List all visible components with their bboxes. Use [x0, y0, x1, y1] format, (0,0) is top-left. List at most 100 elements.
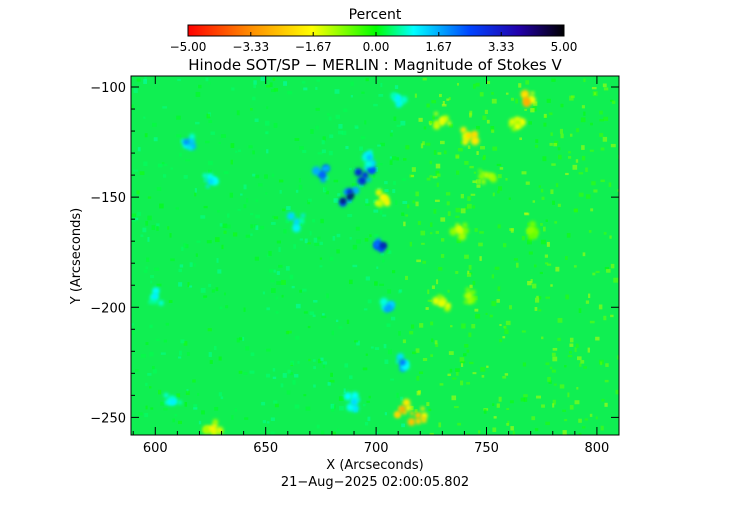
heatmap-speckle — [527, 280, 532, 286]
heatmap-speckle — [382, 214, 387, 217]
heatmap-speckle — [449, 368, 453, 373]
heatmap-speckle — [436, 279, 439, 285]
heatmap-speckle — [272, 215, 275, 218]
heatmap-speckle — [466, 433, 470, 435]
heatmap-speckle — [423, 126, 427, 130]
heatmap-speckle — [603, 87, 609, 91]
heatmap-speckle — [604, 266, 609, 270]
heatmap-speckle — [350, 81, 354, 87]
heatmap-speckle — [227, 213, 230, 218]
chart-title: Hinode SOT/SP − MERLIN : Magnitude of St… — [188, 56, 562, 74]
heatmap-speckle — [135, 217, 139, 221]
heatmap-speckle — [521, 330, 526, 333]
heatmap-speckle — [309, 311, 315, 316]
heatmap-speckle — [330, 407, 335, 412]
heatmap-speckle — [522, 362, 527, 367]
heatmap-speckle — [411, 324, 415, 329]
heatmap-speckle — [321, 149, 326, 154]
heatmap-speckle — [510, 426, 514, 431]
heatmap-speckle — [415, 191, 419, 197]
heatmap-speckle — [218, 392, 222, 397]
heatmap-speckle — [390, 378, 395, 381]
heatmap-speckle — [528, 121, 532, 125]
heatmap-feature-blob — [339, 197, 347, 205]
heatmap-speckle — [243, 184, 247, 190]
heatmap-speckle — [496, 299, 500, 303]
heatmap-speckle — [143, 79, 148, 84]
heatmap-speckle — [593, 189, 598, 193]
heatmap-speckle — [576, 356, 582, 361]
heatmap-speckle — [545, 219, 548, 222]
heatmap-speckle — [503, 325, 507, 329]
heatmap-speckle — [285, 266, 290, 271]
heatmap-speckle — [268, 268, 274, 273]
heatmap-speckle — [557, 337, 561, 342]
heatmap-speckle — [541, 196, 545, 200]
heatmap-speckle — [193, 263, 196, 267]
heatmap-feature-blob — [508, 118, 516, 126]
heatmap-speckle — [374, 234, 379, 238]
heatmap-speckle — [347, 214, 353, 218]
heatmap-feature-blob — [470, 289, 476, 295]
heatmap-speckle — [496, 403, 500, 408]
heatmap-speckle — [412, 351, 417, 355]
heatmap-feature-blob — [462, 222, 468, 228]
heatmap-speckle — [545, 296, 551, 299]
heatmap-speckle — [266, 348, 271, 352]
heatmap-speckle — [322, 313, 325, 316]
heatmap-speckle — [546, 263, 552, 266]
heatmap-speckle — [398, 289, 403, 293]
heatmap-speckle — [314, 242, 320, 247]
heatmap-speckle — [150, 274, 154, 279]
heatmap-speckle — [440, 140, 445, 145]
heatmap-speckle — [613, 277, 619, 283]
heatmap-feature-core — [366, 154, 373, 161]
heatmap-speckle — [240, 193, 243, 196]
heatmap-speckle — [317, 358, 322, 364]
heatmap-speckle — [392, 270, 396, 274]
heatmap-speckle — [383, 344, 387, 349]
heatmap-speckle — [154, 267, 160, 271]
heatmap-speckle — [143, 161, 148, 167]
heatmap-speckle — [527, 222, 530, 226]
heatmap-speckle — [203, 295, 208, 298]
heatmap-speckle — [143, 269, 148, 273]
heatmap-speckle — [422, 77, 427, 81]
heatmap-speckle — [467, 145, 471, 149]
heatmap-speckle — [456, 238, 462, 244]
heatmap-speckle — [492, 427, 497, 433]
heatmap-speckle — [289, 372, 293, 376]
heatmap-speckle — [140, 353, 146, 358]
heatmap-speckle — [425, 307, 429, 310]
heatmap-speckle — [442, 100, 445, 105]
heatmap-feature-blob — [415, 418, 422, 425]
heatmap-feature-blob — [383, 199, 391, 207]
heatmap-speckle — [483, 409, 487, 414]
heatmap-speckle — [534, 307, 538, 311]
heatmap-speckle — [304, 238, 308, 244]
heatmap-speckle — [250, 233, 253, 236]
heatmap-speckle — [552, 356, 558, 362]
heatmap-speckle — [216, 258, 219, 263]
heatmap-speckle — [208, 81, 211, 85]
heatmap-speckle — [217, 269, 222, 274]
heatmap-speckle — [321, 315, 327, 319]
heatmap-speckle — [590, 208, 594, 212]
heatmap-speckle — [412, 200, 415, 204]
heatmap-feature-blob — [395, 102, 402, 108]
heatmap-speckle — [307, 200, 311, 205]
heatmap-speckle — [350, 95, 353, 98]
heatmap-speckle — [283, 228, 287, 234]
heatmap-speckle — [429, 160, 433, 165]
heatmap-speckle — [136, 78, 141, 82]
heatmap-feature-blob — [478, 169, 482, 173]
heatmap-speckle — [378, 163, 383, 166]
heatmap-speckle — [206, 113, 211, 119]
x-tick-label: 800 — [585, 441, 610, 456]
heatmap-speckle — [160, 401, 165, 406]
heatmap-speckle — [352, 264, 358, 268]
heatmap-speckle — [225, 305, 229, 309]
heatmap-feature-blob — [460, 126, 467, 134]
heatmap-speckle — [132, 331, 135, 335]
heatmap-speckle — [159, 203, 164, 209]
